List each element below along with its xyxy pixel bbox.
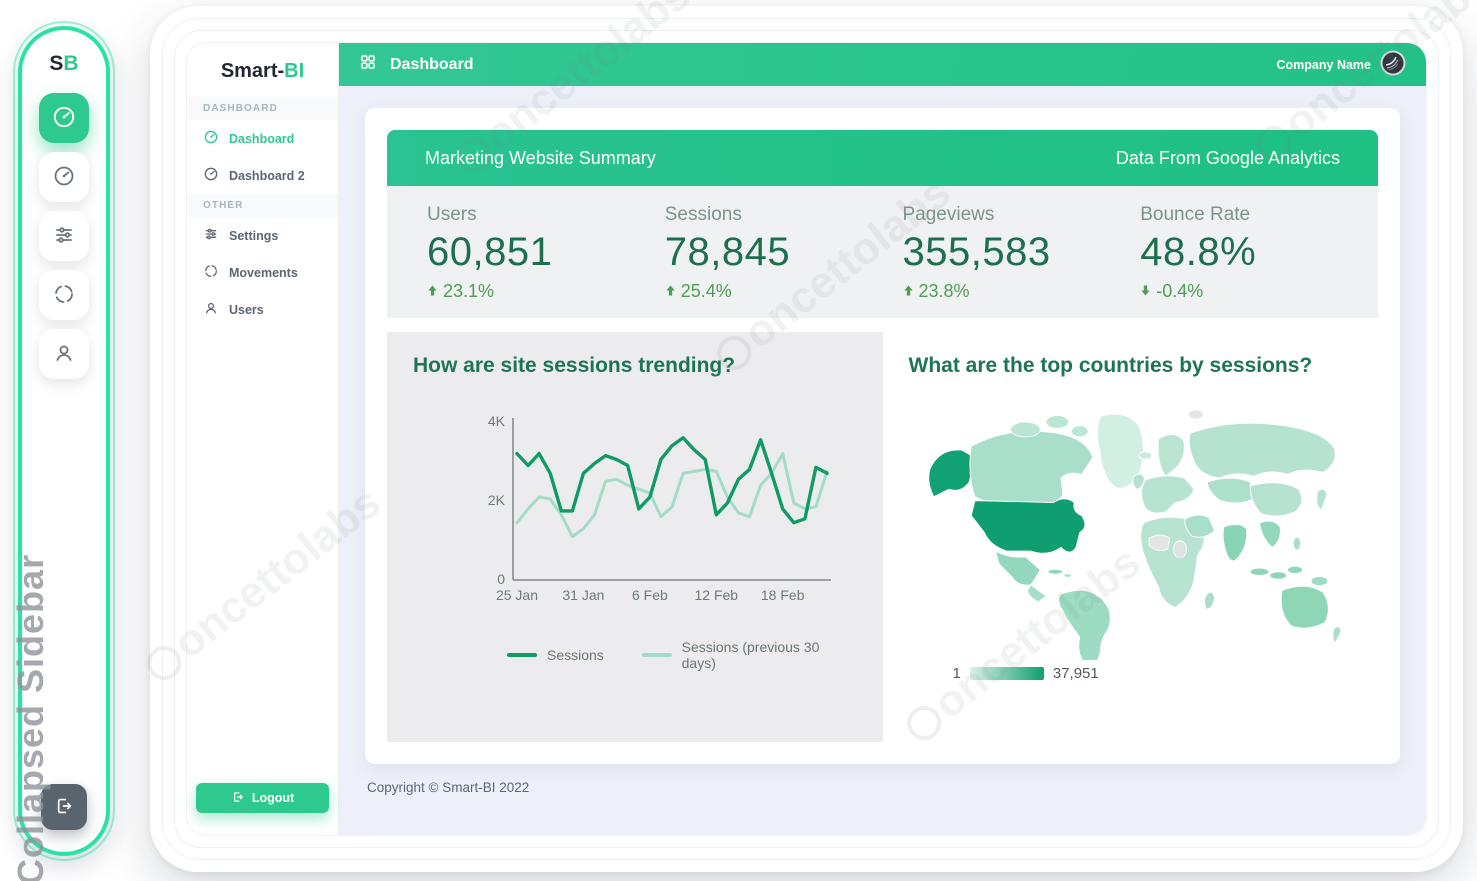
map-legend-min: 1 [952, 665, 961, 682]
kpi-bounce-rate: Bounce Rate 48.8% -0.4% [1140, 204, 1257, 302]
mini-movements-button[interactable] [39, 270, 89, 320]
users-person-icon [52, 341, 76, 368]
frame-ring: Smart-BI DASHBOARD Dashboard Dashboard 2… [174, 30, 1439, 848]
sidebar-item-label: Movements [229, 265, 298, 280]
sidebar-item-movements[interactable]: Movements [187, 254, 338, 291]
charts-row: How are site sessions trending? 4K 2K 0 [387, 332, 1378, 742]
down-arrow-icon [1140, 281, 1151, 302]
movements-refresh-icon [52, 282, 76, 309]
app-window: Smart-BI DASHBOARD Dashboard Dashboard 2… [186, 42, 1427, 836]
copyright: Copyright © Smart-BI 2022 [367, 780, 530, 795]
map-title: What are the top countries by sessions? [908, 354, 1313, 377]
svg-text:31 Jan: 31 Jan [562, 587, 604, 603]
page-title: Dashboard [359, 53, 474, 76]
main-area: Dashboard Company Name Marketing Website… [339, 43, 1426, 835]
sidebar-item-settings[interactable]: Settings [187, 217, 338, 254]
sidebar-item-label: Users [229, 302, 264, 317]
sessions-trend-panel: How are site sessions trending? 4K 2K 0 [387, 332, 883, 742]
map-legend: 1 37,951 [953, 665, 1353, 682]
logout-button[interactable]: Logout [196, 783, 329, 813]
kpi-users: Users 60,851 23.1% [427, 204, 553, 302]
svg-text:12 Feb: 12 Feb [695, 587, 739, 603]
nav-section-other: OTHER [187, 194, 338, 217]
device-frame: Smart-BI DASHBOARD Dashboard Dashboard 2… [150, 6, 1463, 872]
mini-settings-button[interactable] [39, 211, 89, 261]
line-chart-legend: Sessions Sessions (previous 30 days) [507, 639, 857, 671]
nav-section-dashboard: DASHBOARD [187, 97, 338, 120]
dashboard-gauge-icon [51, 104, 77, 133]
world-choropleth-map[interactable] [915, 388, 1353, 666]
up-arrow-icon [427, 281, 438, 302]
mini-users-button[interactable] [39, 329, 89, 379]
collapsed-sidebar-annotation: Collapsed Sidebar [10, 553, 51, 881]
map-legend-gradient [969, 667, 1044, 680]
svg-text:2K: 2K [488, 492, 506, 508]
legend-sessions-previous: Sessions (previous 30 days) [641, 639, 857, 671]
sidebar-item-dashboard2[interactable]: Dashboard 2 [187, 157, 338, 194]
summary-header: Marketing Website Summary Data From Goog… [387, 130, 1378, 186]
company-name: Company Name [1276, 57, 1371, 72]
dashboard-gauge-icon [52, 164, 76, 191]
topbar: Dashboard Company Name [339, 43, 1426, 86]
mini-dashboard-button[interactable] [39, 93, 89, 143]
dashboard-card: Marketing Website Summary Data From Goog… [365, 108, 1400, 764]
sidebar-item-label: Dashboard 2 [229, 168, 305, 183]
settings-sliders-icon [52, 223, 76, 250]
sidebar-item-users[interactable]: Users [187, 291, 338, 328]
svg-text:25 Jan: 25 Jan [496, 587, 538, 603]
svg-text:18 Feb: 18 Feb [761, 587, 805, 603]
up-arrow-icon [665, 281, 676, 302]
top-countries-panel: What are the top countries by sessions? [883, 332, 1379, 742]
settings-sliders-icon [203, 226, 219, 245]
kpi-sessions: Sessions 78,845 25.4% [664, 204, 791, 302]
line-chart: 4K 2K 0 25 Jan 31 Jan 6 Feb 12 Feb [473, 408, 857, 613]
dashboard-gauge-icon [203, 129, 219, 148]
collapsed-sidebar: SB [13, 21, 115, 861]
sidebar-item-label: Dashboard [229, 131, 295, 146]
users-person-icon [203, 300, 219, 319]
movements-refresh-icon [203, 263, 219, 282]
frame-ring: Smart-BI DASHBOARD Dashboard Dashboard 2… [162, 18, 1451, 860]
up-arrow-icon [903, 281, 914, 302]
line-chart-title: How are site sessions trending? [413, 354, 736, 377]
sidebar: Smart-BI DASHBOARD Dashboard Dashboard 2… [187, 43, 339, 835]
summary-source: Data From Google Analytics [1115, 147, 1340, 168]
mini-logout-button[interactable] [41, 784, 87, 830]
map-legend-max: 37,951 [1052, 665, 1099, 682]
legend-sessions: Sessions [507, 647, 604, 663]
sidebar-item-dashboard[interactable]: Dashboard [187, 120, 338, 157]
mini-dashboard2-button[interactable] [39, 152, 89, 202]
sidebar-item-label: Settings [229, 228, 279, 243]
app-logo: Smart-BI [220, 60, 305, 82]
legend-swatch-sessions [507, 653, 537, 657]
kpi-row: Users 60,851 23.1% Sessions 78,845 [387, 186, 1378, 318]
grid-dashboard-icon [359, 53, 377, 76]
legend-swatch-sessions-previous [641, 653, 672, 657]
svg-text:6 Feb: 6 Feb [632, 587, 668, 603]
dashboard-gauge-icon [203, 166, 219, 185]
content: Marketing Website Summary Data From Goog… [339, 86, 1426, 835]
kpi-pageviews: Pageviews 355,583 23.8% [902, 204, 1051, 302]
mini-logo: SB [49, 52, 79, 75]
account-menu[interactable]: Company Name [1277, 50, 1406, 79]
logout-icon [231, 790, 245, 807]
avatar[interactable] [1380, 50, 1406, 79]
logout-icon [53, 795, 75, 820]
svg-text:0: 0 [497, 571, 505, 587]
summary-title: Marketing Website Summary [425, 147, 656, 168]
svg-text:4K: 4K [488, 413, 506, 429]
